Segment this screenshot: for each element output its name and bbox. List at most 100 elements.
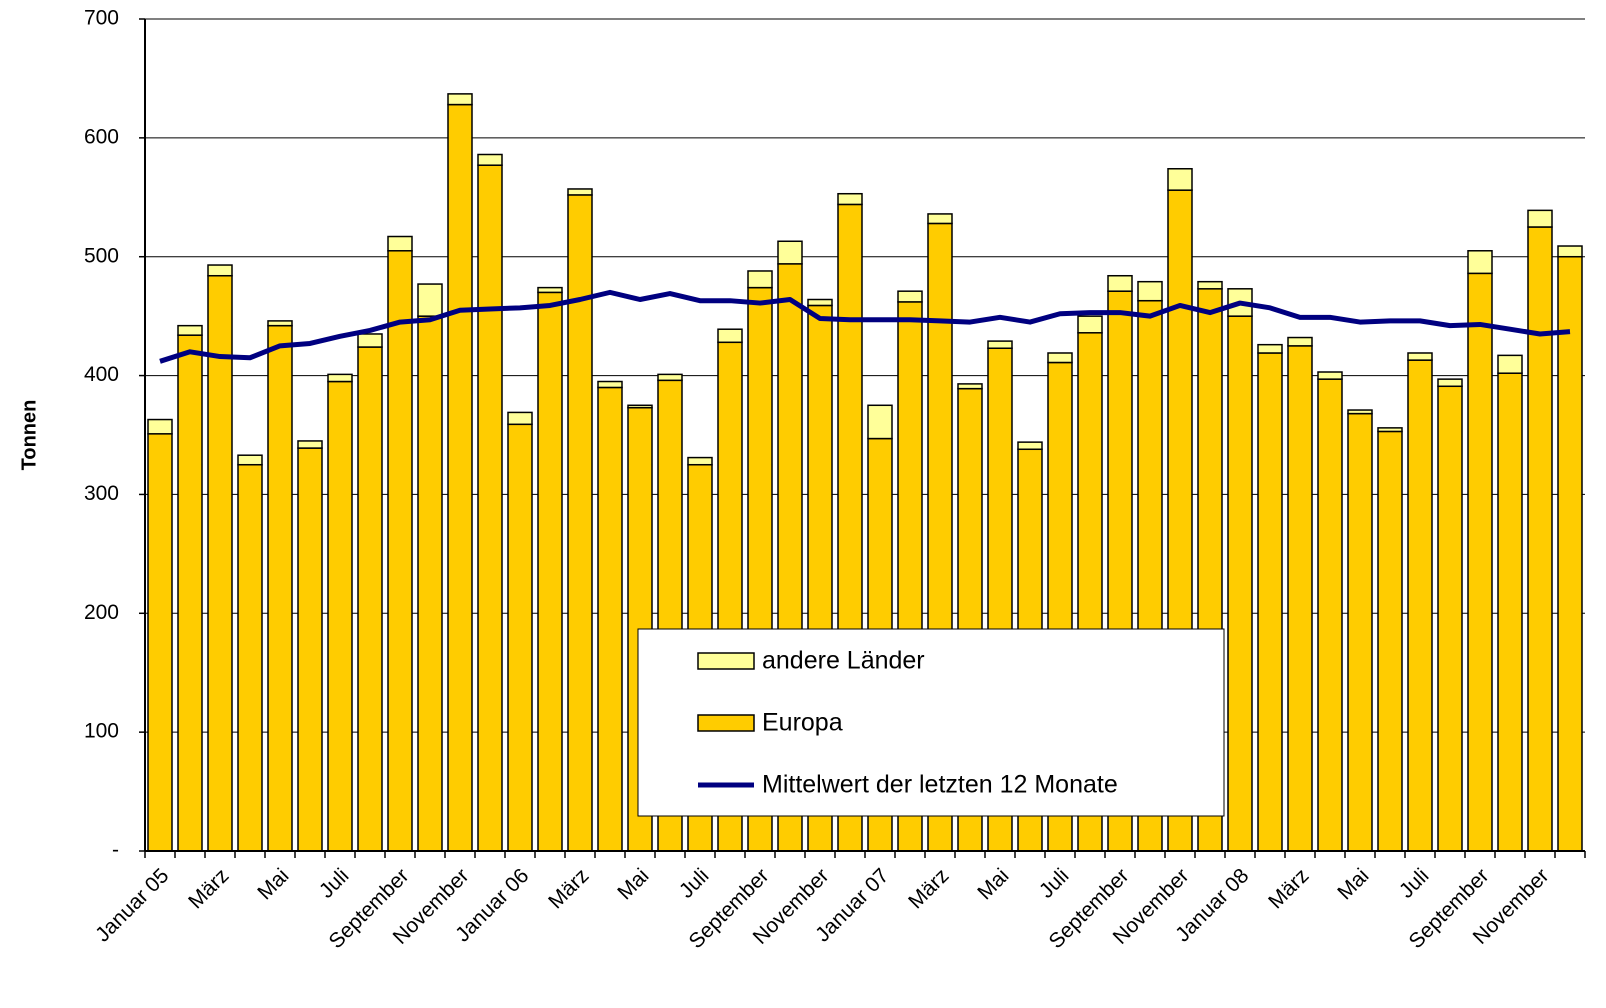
y-axis-label: Tonnen [18, 400, 40, 471]
x-tick-label: Juli [315, 864, 354, 903]
bar-segment [357, 346, 383, 852]
bar-segment [1017, 441, 1043, 451]
bar-segment [537, 286, 563, 294]
x-tick-label: Mai [1333, 864, 1373, 904]
bar-segment [1107, 274, 1133, 292]
bar-segment [747, 270, 773, 289]
legend-swatch [697, 714, 755, 732]
x-tick-label: Januar 05 [91, 864, 173, 946]
bar-segment [1377, 427, 1403, 433]
bar-segment [567, 188, 593, 196]
bar-segment [177, 334, 203, 852]
bar-segment [1467, 272, 1493, 852]
x-tick-label: März [1264, 864, 1313, 913]
bar-segment [477, 164, 503, 852]
bar-segment [267, 324, 293, 852]
x-tick-label: März [544, 864, 593, 913]
bar-segment [267, 320, 293, 327]
bar-segment [297, 447, 323, 852]
x-tick-label: Mai [973, 864, 1013, 904]
x-tick-label: Mai [253, 864, 293, 904]
legend-label: Europa [762, 709, 843, 737]
x-tick-label: März [904, 864, 953, 913]
bar-segment [1257, 352, 1283, 852]
bar-segment [687, 456, 713, 466]
bar-segment [957, 383, 983, 390]
average-line [159, 289, 1571, 364]
bar-segment [447, 103, 473, 852]
bar-segment [1167, 168, 1193, 191]
bar-segment [477, 153, 503, 166]
bar-segment [1047, 352, 1073, 364]
y-tick-label: 200 [84, 601, 119, 624]
bar-segment [1557, 255, 1583, 852]
bar-segment [1137, 280, 1163, 302]
y-tick-label: 600 [84, 125, 119, 148]
y-tick-label: 400 [84, 363, 119, 386]
bar-segment [387, 250, 413, 852]
bar-segment [597, 380, 623, 389]
bar-segment [1287, 345, 1313, 852]
bar-segment [627, 404, 653, 409]
y-tick-label: 500 [84, 244, 119, 267]
bar-segment [597, 386, 623, 852]
bar-segment [1317, 378, 1343, 852]
bar-segment [1407, 352, 1433, 361]
bar-segment [237, 463, 263, 852]
bar-segment [417, 283, 443, 317]
bar-segment [1257, 343, 1283, 354]
bar-segment [867, 404, 893, 440]
bar-segment [147, 418, 173, 435]
bar-segment [657, 373, 683, 382]
bar-segment [297, 440, 323, 449]
bar-segment [1497, 372, 1523, 852]
bar-segment [1287, 336, 1313, 347]
y-tick-label: 300 [84, 482, 119, 505]
x-tick-label: Juli [675, 864, 714, 903]
bar-segment [1437, 385, 1463, 852]
bar-segment [327, 380, 353, 852]
bar-segment [1467, 250, 1493, 275]
bar-segment [837, 192, 863, 206]
bar-segment [327, 373, 353, 383]
bar-segment [1077, 315, 1103, 334]
bar-segment [507, 423, 533, 852]
bar-segment [1317, 371, 1343, 380]
bar-segment [1347, 412, 1373, 852]
bar-segment [717, 328, 743, 344]
bar-segment [177, 324, 203, 336]
y-tick-label: 100 [84, 720, 119, 743]
bar-segment [1557, 245, 1583, 258]
bar-segment [1437, 378, 1463, 388]
bar-segment [447, 93, 473, 106]
bar-segment [987, 340, 1013, 349]
bar-segment [1407, 359, 1433, 852]
bar-segment [537, 291, 563, 852]
bar-segment [897, 290, 923, 303]
bar-segment [207, 264, 233, 277]
bar-segment [387, 235, 413, 252]
bar-segment [237, 454, 263, 466]
legend-label: andere Länder [762, 647, 925, 675]
bar-segment [1347, 409, 1373, 415]
bar-segment [207, 274, 233, 852]
bar-segment [777, 240, 803, 265]
bar-segment [147, 433, 173, 852]
bar-segment [567, 194, 593, 852]
legend-swatch [697, 652, 755, 670]
legend-label: Mittelwert der letzten 12 Monate [762, 771, 1118, 799]
bar-segment [1197, 280, 1223, 290]
x-tick-label: Juli [1035, 864, 1074, 903]
x-tick-label: März [184, 864, 233, 913]
y-tick-label: 700 [84, 7, 119, 30]
x-tick-label: Mai [613, 864, 653, 904]
bar-segment [507, 411, 533, 426]
y-tick-label: - [112, 839, 119, 862]
bar-segment [417, 315, 443, 852]
bar-segment [1497, 354, 1523, 374]
bar-segment [1527, 209, 1553, 228]
x-tick-label: Juli [1395, 864, 1434, 903]
bar-segment [807, 298, 833, 307]
bar-segment [1377, 430, 1403, 852]
